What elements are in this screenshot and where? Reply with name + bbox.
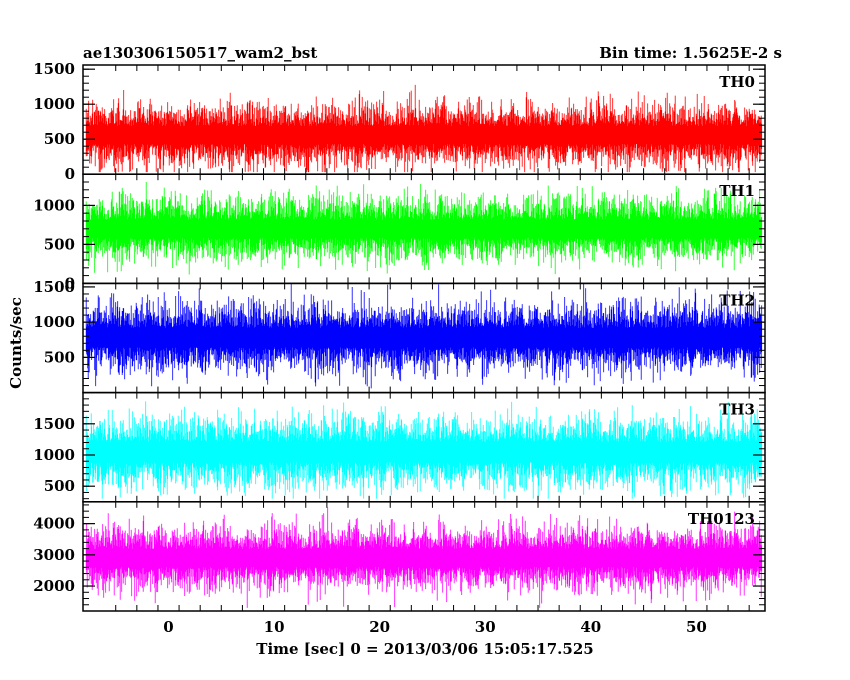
- y-tick-label: 0: [65, 165, 75, 183]
- series-band-th0: [86, 126, 762, 144]
- y-tick-label: 1500: [33, 415, 75, 433]
- series-band-th1: [86, 219, 762, 238]
- series-label-th2: TH2: [719, 291, 755, 309]
- x-tick-label: 0: [163, 618, 173, 636]
- x-tick-label: 10: [264, 618, 285, 636]
- chart-title: ae130306150517_wam2_bst: [83, 44, 318, 62]
- y-tick-label: 1000: [33, 313, 75, 331]
- x-tick-label: 50: [686, 618, 707, 636]
- series-label-th3: TH3: [719, 401, 755, 419]
- y-tick-label: 3000: [33, 546, 75, 564]
- y-tick-label: 1000: [33, 446, 75, 464]
- y-tick-label: 500: [44, 477, 75, 495]
- panel-frame-th0123: [82, 501, 766, 612]
- y-tick-label: 1500: [33, 278, 75, 296]
- x-tick-label: 40: [580, 618, 601, 636]
- y-tick-label: 1500: [33, 60, 75, 78]
- y-tick-label: 0: [65, 274, 75, 292]
- series-band-th2: [86, 327, 762, 348]
- y-tick-label: 500: [44, 235, 75, 253]
- y-tick-label: 2000: [33, 577, 75, 595]
- y-tick-label: 4000: [33, 515, 75, 533]
- x-tick-label: 20: [369, 618, 390, 636]
- x-tick-label: 30: [475, 618, 496, 636]
- series-band-th3: [86, 441, 762, 462]
- y-tick-label: 500: [44, 130, 75, 148]
- series-band-th0123: [86, 549, 762, 567]
- series-label-th0: TH0: [719, 73, 755, 91]
- series-label-th0123: TH0123: [688, 510, 755, 528]
- y-tick-label: 1000: [33, 95, 75, 113]
- y-axis-label: Counts/sec: [7, 297, 25, 389]
- x-axis-label: Time [sec] 0 = 2013/03/06 15:05:17.525: [256, 640, 594, 658]
- y-tick-label: 500: [44, 348, 75, 366]
- bin-time-label: Bin time: 1.5625E-2 s: [599, 44, 782, 62]
- series-label-th1: TH1: [719, 182, 755, 200]
- y-tick-label: 1000: [33, 196, 75, 214]
